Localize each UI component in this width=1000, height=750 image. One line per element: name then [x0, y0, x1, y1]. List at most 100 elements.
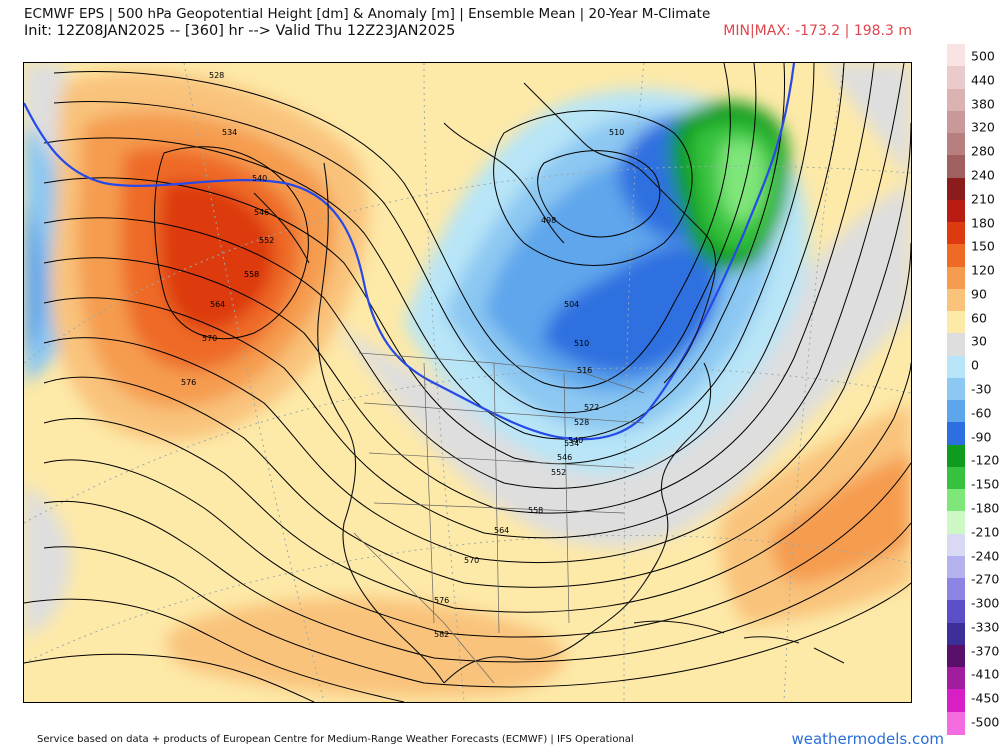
colorbar-label: 90	[971, 286, 987, 302]
colorbar-swatch	[947, 199, 965, 223]
credit-line: Service based on data + products of Euro…	[37, 734, 634, 745]
colorbar-label: 210	[971, 191, 995, 207]
colorbar-label: -90	[971, 429, 992, 445]
colorbar-label: 500	[971, 48, 995, 64]
colorbar-swatch	[947, 644, 965, 668]
graticule	[24, 63, 911, 702]
colorbar-swatch	[947, 110, 965, 134]
colorbar-label: -30	[971, 381, 992, 397]
contour-label: 534	[222, 128, 237, 137]
contour-label: 540	[252, 174, 267, 183]
anomaly-colorbar: 500 440 380 320 280 240 210 180 150 120 90 60 30 0 -30…	[947, 44, 999, 735]
colorbar-label: -180	[971, 500, 1000, 516]
colorbar-label: 240	[971, 167, 995, 183]
init-valid-line: Init: 12Z08JAN2025 -- [360] hr --> Valid…	[24, 23, 456, 39]
colorbar-swatch	[947, 355, 965, 379]
brand-link[interactable]: weathermodels.com	[791, 730, 944, 748]
contour-label: 570	[202, 334, 217, 343]
colorbar-swatch	[947, 333, 965, 357]
map-canvas: 528 534 540 546 552 558 564 570 576 510 …	[24, 63, 911, 702]
colorbar-swatch	[947, 288, 965, 312]
contour-label: 534	[564, 439, 579, 448]
colorbar-label: 180	[971, 215, 995, 230]
colorbar-label: -150	[971, 476, 1000, 492]
contour-label: 540	[568, 436, 583, 445]
height-contours	[24, 63, 911, 702]
colorbar-label: -410	[971, 666, 1000, 682]
colorbar-swatch	[947, 266, 965, 290]
colorbar-label: 0	[971, 357, 979, 373]
chart-title: ECMWF EPS | 500 hPa Geopotential Height …	[24, 6, 711, 22]
contour-label: 558	[528, 506, 543, 515]
colorbar-swatch	[947, 689, 965, 713]
contour-label: 516	[577, 366, 592, 375]
colorbar-label: -330	[971, 619, 1000, 635]
colorbar-swatch	[947, 133, 965, 156]
colorbar-swatch	[947, 667, 965, 691]
colorbar-label: -270	[971, 571, 1000, 587]
contour-label: 576	[434, 596, 449, 605]
colorbar-swatch	[947, 600, 965, 624]
colorbar-swatch	[947, 44, 965, 67]
colorbar-label: -120	[971, 452, 1000, 468]
contour-label: 564	[210, 300, 225, 309]
contour-label: 528	[209, 71, 224, 80]
colorbar-swatch	[947, 466, 965, 490]
coastlines	[253, 82, 717, 684]
colorbar-swatch	[947, 489, 965, 512]
colorbar-swatch	[947, 711, 965, 735]
colorbar-swatch	[947, 244, 965, 268]
contour-label: 498	[541, 216, 556, 225]
colorbar-label: 150	[971, 238, 995, 254]
colorbar-label: -370	[971, 643, 1000, 659]
colorbar-swatch	[947, 622, 965, 646]
contour-label: 558	[244, 270, 259, 279]
colorbar-swatch	[947, 377, 965, 401]
colorbar-swatch	[947, 511, 965, 535]
contour-label: 528	[574, 418, 589, 427]
colorbar-swatch	[947, 444, 965, 468]
contour-label: 546	[254, 208, 269, 217]
colorbar-label: 120	[971, 262, 995, 278]
anomaly-fill	[24, 63, 911, 697]
colorbar-swatch	[947, 400, 965, 423]
colorbar-label: -210	[971, 524, 1000, 540]
contour-label: 504	[564, 300, 579, 309]
colorbar-label: 280	[971, 143, 995, 159]
anomaly-map[interactable]: 528 534 540 546 552 558 564 570 576 510 …	[23, 62, 912, 703]
colorbar-label: -450	[971, 690, 1000, 706]
colorbar-label: 60	[971, 310, 987, 326]
colorbar-label: -240	[971, 548, 1000, 563]
colorbar-label: 30	[971, 333, 987, 349]
colorbar-swatch	[947, 578, 965, 602]
contour-label: 510	[574, 339, 589, 348]
contour-label-group: 528 534 540 546 552 558 564 570 576 510 …	[181, 71, 624, 639]
contour-label: 546	[557, 453, 572, 462]
colorbar-label: 380	[971, 96, 995, 112]
contour-label: 552	[259, 236, 274, 245]
colorbar-label: -500	[971, 714, 1000, 730]
caribbean-islands	[633, 620, 845, 664]
contour-label: 510	[609, 128, 624, 137]
colorbar-swatch	[947, 88, 965, 112]
contour-label: 582	[434, 630, 449, 639]
colorbar-label: 320	[971, 119, 995, 135]
colorbar-swatch	[947, 177, 965, 201]
contour-label: 576	[181, 378, 196, 387]
contour-label: 552	[551, 468, 566, 477]
colorbar-label: -300	[971, 595, 1000, 611]
colorbar-swatch	[947, 422, 965, 446]
state-borders	[353, 352, 645, 684]
colorbar-swatch	[947, 222, 965, 245]
dm540-line	[24, 63, 796, 441]
contour-label: 522	[584, 403, 599, 412]
colorbar-swatch	[947, 66, 965, 90]
colorbar-swatch	[947, 311, 965, 334]
colorbar-label: -60	[971, 405, 992, 421]
contour-label: 564	[494, 526, 509, 535]
colorbar-swatch	[947, 155, 965, 179]
colorbar-swatch	[947, 533, 965, 557]
contour-label: 570	[464, 556, 479, 565]
colorbar-swatch	[947, 555, 965, 579]
min-max-readout: MIN|MAX: -173.2 | 198.3 m	[723, 23, 912, 39]
